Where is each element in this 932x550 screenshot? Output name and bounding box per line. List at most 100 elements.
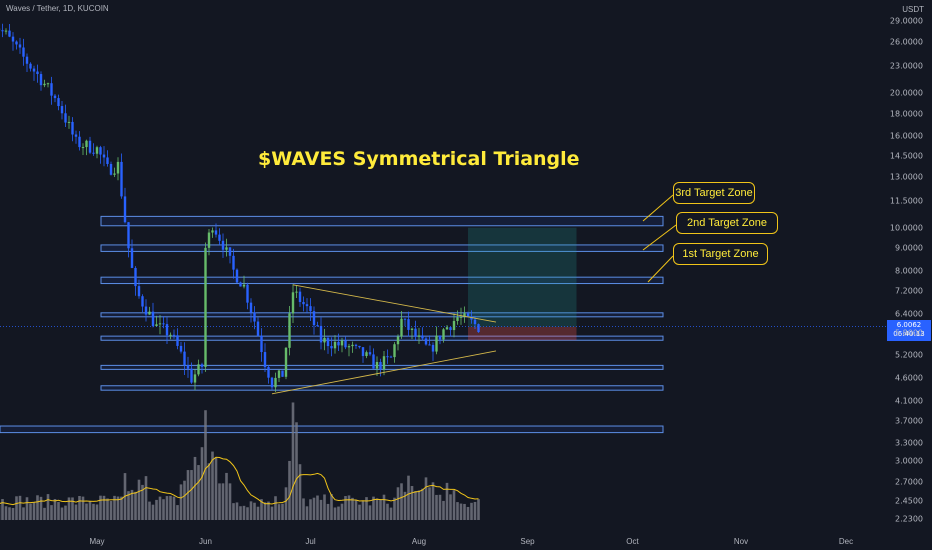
candle-body bbox=[15, 41, 18, 45]
candle-body bbox=[78, 136, 81, 148]
candle-body bbox=[221, 240, 225, 250]
candle-body bbox=[316, 325, 319, 327]
volume-bar bbox=[228, 483, 232, 520]
candle-body bbox=[88, 140, 92, 153]
candle-body bbox=[123, 196, 127, 223]
volume-bar bbox=[67, 497, 71, 520]
candle-body bbox=[116, 161, 120, 174]
volume-bar bbox=[158, 496, 162, 520]
candle-body bbox=[127, 222, 130, 249]
volume-bar bbox=[36, 495, 39, 520]
volume-bar bbox=[246, 507, 249, 520]
callout-pointer bbox=[647, 255, 674, 283]
volume-bar bbox=[221, 483, 225, 520]
candle-body bbox=[351, 344, 354, 347]
candle-body bbox=[74, 134, 78, 137]
volume-bar bbox=[382, 494, 386, 520]
candle-body bbox=[85, 140, 88, 148]
volume-bar bbox=[312, 497, 316, 520]
volume-bar bbox=[11, 507, 15, 520]
volume-bar bbox=[403, 491, 407, 520]
target-zone-box bbox=[100, 385, 664, 391]
volume-bar bbox=[46, 494, 50, 520]
overlay-layer bbox=[271, 194, 677, 395]
y-tick-label: 20.0000 bbox=[889, 88, 923, 98]
volume-bar bbox=[165, 496, 169, 520]
volume-bar bbox=[452, 490, 456, 520]
y-tick-label: 13.0000 bbox=[889, 172, 923, 182]
volume-bar bbox=[120, 496, 123, 520]
candle-body bbox=[169, 334, 172, 336]
volume-bar bbox=[239, 506, 242, 520]
volume-bar bbox=[64, 505, 67, 520]
y-tick-label: 23.0000 bbox=[889, 61, 923, 71]
candle-body bbox=[92, 152, 95, 154]
callout-pointer bbox=[642, 224, 677, 251]
y-tick-label: 3.3000 bbox=[895, 438, 923, 448]
candle-body bbox=[235, 269, 239, 283]
candle-body bbox=[375, 361, 379, 369]
candle-body bbox=[319, 325, 323, 343]
candle-body bbox=[372, 354, 375, 369]
candle-body bbox=[382, 356, 386, 370]
callout-1st-target: 1st Target Zone bbox=[673, 243, 768, 265]
volume-bar bbox=[50, 505, 53, 520]
last-price-value: 6.0062 bbox=[896, 321, 922, 329]
candle-body bbox=[8, 30, 11, 37]
candle-body bbox=[459, 316, 463, 318]
candle-body bbox=[337, 341, 340, 346]
volume-bar bbox=[81, 496, 85, 520]
volume-bar bbox=[95, 504, 99, 520]
volume-bar bbox=[417, 490, 421, 520]
y-tick-label: 2.7000 bbox=[895, 477, 923, 487]
long-stop-zone bbox=[468, 326, 577, 341]
volume-bar bbox=[375, 498, 379, 520]
volume-bar bbox=[319, 499, 323, 520]
candle-body bbox=[466, 313, 470, 317]
volume-bar bbox=[316, 495, 319, 520]
volume-bar bbox=[148, 501, 151, 520]
volume-bar bbox=[414, 491, 417, 520]
volume-bar bbox=[281, 503, 284, 520]
x-tick-label: May bbox=[89, 537, 105, 546]
y-tick-label: 26.0000 bbox=[889, 37, 923, 47]
volume-bar bbox=[155, 499, 158, 520]
candle-body bbox=[305, 304, 309, 307]
candle-body bbox=[53, 95, 57, 99]
chart-title: $WAVES Symmetrical Triangle bbox=[258, 148, 580, 170]
volume-bar bbox=[130, 489, 134, 520]
volume-bar bbox=[256, 506, 260, 520]
volume-bar bbox=[267, 501, 270, 520]
candle-body bbox=[193, 374, 197, 383]
candle-body bbox=[197, 364, 200, 375]
candle-body bbox=[344, 340, 347, 348]
volume-bar bbox=[109, 501, 113, 520]
volume-bar bbox=[57, 502, 60, 520]
candle-body bbox=[246, 284, 249, 303]
volume-bar bbox=[4, 506, 8, 520]
volume-bar bbox=[270, 506, 274, 520]
candle-body bbox=[242, 284, 246, 287]
symbol-title[interactable]: Waves / Tether, 1D, KUCOIN bbox=[6, 4, 109, 13]
volume-layer bbox=[0, 402, 480, 520]
volume-bar bbox=[407, 475, 410, 520]
candle-body bbox=[463, 313, 466, 317]
volume-bar bbox=[186, 470, 190, 520]
volume-bar bbox=[277, 504, 281, 520]
volume-bar bbox=[225, 472, 228, 520]
volume-bar bbox=[340, 503, 344, 520]
volume-bar bbox=[473, 501, 477, 520]
volume-bar bbox=[190, 470, 193, 520]
candle-body bbox=[165, 324, 169, 336]
candle-body bbox=[204, 247, 207, 367]
x-tick-label: Jun bbox=[199, 537, 212, 546]
volume-bar bbox=[389, 507, 393, 520]
volume-bar bbox=[274, 496, 277, 520]
x-tick-label: Oct bbox=[626, 537, 639, 546]
volume-bar bbox=[141, 484, 144, 520]
x-tick-label: Dec bbox=[838, 537, 854, 546]
candle-body bbox=[22, 47, 25, 57]
candle-body bbox=[354, 344, 358, 346]
candle-body bbox=[113, 173, 116, 175]
